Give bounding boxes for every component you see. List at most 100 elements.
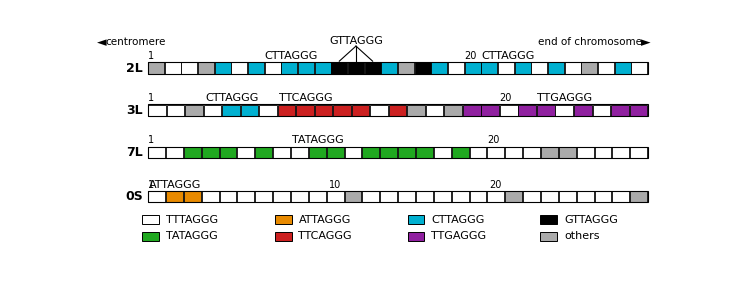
Bar <box>389 105 407 116</box>
Bar <box>630 191 647 202</box>
Bar <box>147 62 647 74</box>
Bar <box>275 215 292 224</box>
Text: TATAGGG: TATAGGG <box>165 231 217 241</box>
Bar <box>327 191 343 202</box>
Bar <box>222 105 240 116</box>
Bar <box>408 105 425 116</box>
Bar <box>167 105 184 116</box>
Text: GTTAGGG: GTTAGGG <box>329 36 383 46</box>
Bar <box>298 62 314 74</box>
Bar <box>452 147 469 158</box>
Bar <box>255 191 272 202</box>
Bar <box>148 105 165 116</box>
Bar <box>398 191 415 202</box>
Bar <box>142 232 159 241</box>
Bar <box>202 191 219 202</box>
Bar <box>515 62 531 74</box>
Bar <box>408 215 424 224</box>
Bar <box>540 215 557 224</box>
Bar <box>577 191 593 202</box>
Bar <box>219 191 236 202</box>
Bar <box>278 105 295 116</box>
Bar <box>612 147 629 158</box>
Bar <box>432 62 447 74</box>
Bar <box>565 62 580 74</box>
Text: 1: 1 <box>147 135 154 145</box>
Text: 1: 1 <box>147 180 154 190</box>
Text: ATTAGGG: ATTAGGG <box>149 180 202 190</box>
Text: CTTAGGG: CTTAGGG <box>432 215 485 225</box>
Bar <box>291 191 308 202</box>
Bar <box>381 62 397 74</box>
Bar <box>142 215 159 224</box>
Text: TTGAGGG: TTGAGGG <box>432 231 486 241</box>
Bar <box>275 232 292 241</box>
Text: TTCAGGG: TTCAGGG <box>298 231 352 241</box>
Bar <box>559 191 576 202</box>
Bar <box>577 147 593 158</box>
Bar <box>296 105 314 116</box>
Bar <box>630 147 647 158</box>
Bar <box>631 62 647 74</box>
Bar <box>381 147 397 158</box>
Bar <box>203 105 221 116</box>
Bar <box>452 191 469 202</box>
Bar <box>281 62 297 74</box>
Bar <box>498 62 514 74</box>
Bar <box>488 147 504 158</box>
Text: CTTAGGG: CTTAGGG <box>205 93 258 103</box>
Bar <box>615 62 631 74</box>
Text: 1: 1 <box>147 93 154 103</box>
Bar <box>630 105 647 116</box>
Bar <box>273 147 290 158</box>
Bar <box>408 232 424 241</box>
Bar <box>333 105 351 116</box>
Text: end of chromosome: end of chromosome <box>538 37 642 47</box>
Bar <box>595 147 612 158</box>
Bar <box>184 191 200 202</box>
Text: 20: 20 <box>464 51 477 61</box>
Bar <box>327 147 343 158</box>
Bar <box>559 147 576 158</box>
Bar <box>255 147 272 158</box>
Text: ◄: ◄ <box>97 36 106 49</box>
Bar <box>518 105 536 116</box>
Bar <box>469 147 486 158</box>
Bar <box>548 62 564 74</box>
Text: 1: 1 <box>147 51 154 61</box>
Text: TTGAGGG: TTGAGGG <box>537 93 593 103</box>
Text: 0S: 0S <box>125 190 143 203</box>
Text: 7L: 7L <box>126 146 143 159</box>
Bar <box>148 147 165 158</box>
Bar <box>315 105 332 116</box>
Bar <box>481 105 499 116</box>
Bar <box>362 191 379 202</box>
Text: 20: 20 <box>499 93 512 103</box>
Bar <box>531 62 547 74</box>
Bar <box>523 191 540 202</box>
Bar <box>273 191 290 202</box>
Bar <box>593 105 610 116</box>
Bar <box>582 62 597 74</box>
Bar <box>147 105 647 116</box>
Bar <box>309 147 326 158</box>
Bar <box>352 105 370 116</box>
Bar <box>166 147 183 158</box>
Text: GTTAGGG: GTTAGGG <box>564 215 618 225</box>
Text: 20: 20 <box>490 180 502 190</box>
Text: 20: 20 <box>487 135 499 145</box>
Text: 2L: 2L <box>126 62 143 75</box>
Bar <box>260 105 277 116</box>
Text: CTTAGGG: CTTAGGG <box>265 51 318 61</box>
Bar <box>434 191 451 202</box>
Bar <box>469 191 486 202</box>
Bar <box>345 191 362 202</box>
Bar <box>416 191 433 202</box>
Text: centromere: centromere <box>105 37 165 47</box>
Bar <box>595 191 612 202</box>
Bar <box>182 62 197 74</box>
Bar <box>555 105 573 116</box>
Text: 3L: 3L <box>126 104 143 117</box>
Text: TTTAGGG: TTTAGGG <box>165 215 218 225</box>
Bar <box>291 147 308 158</box>
